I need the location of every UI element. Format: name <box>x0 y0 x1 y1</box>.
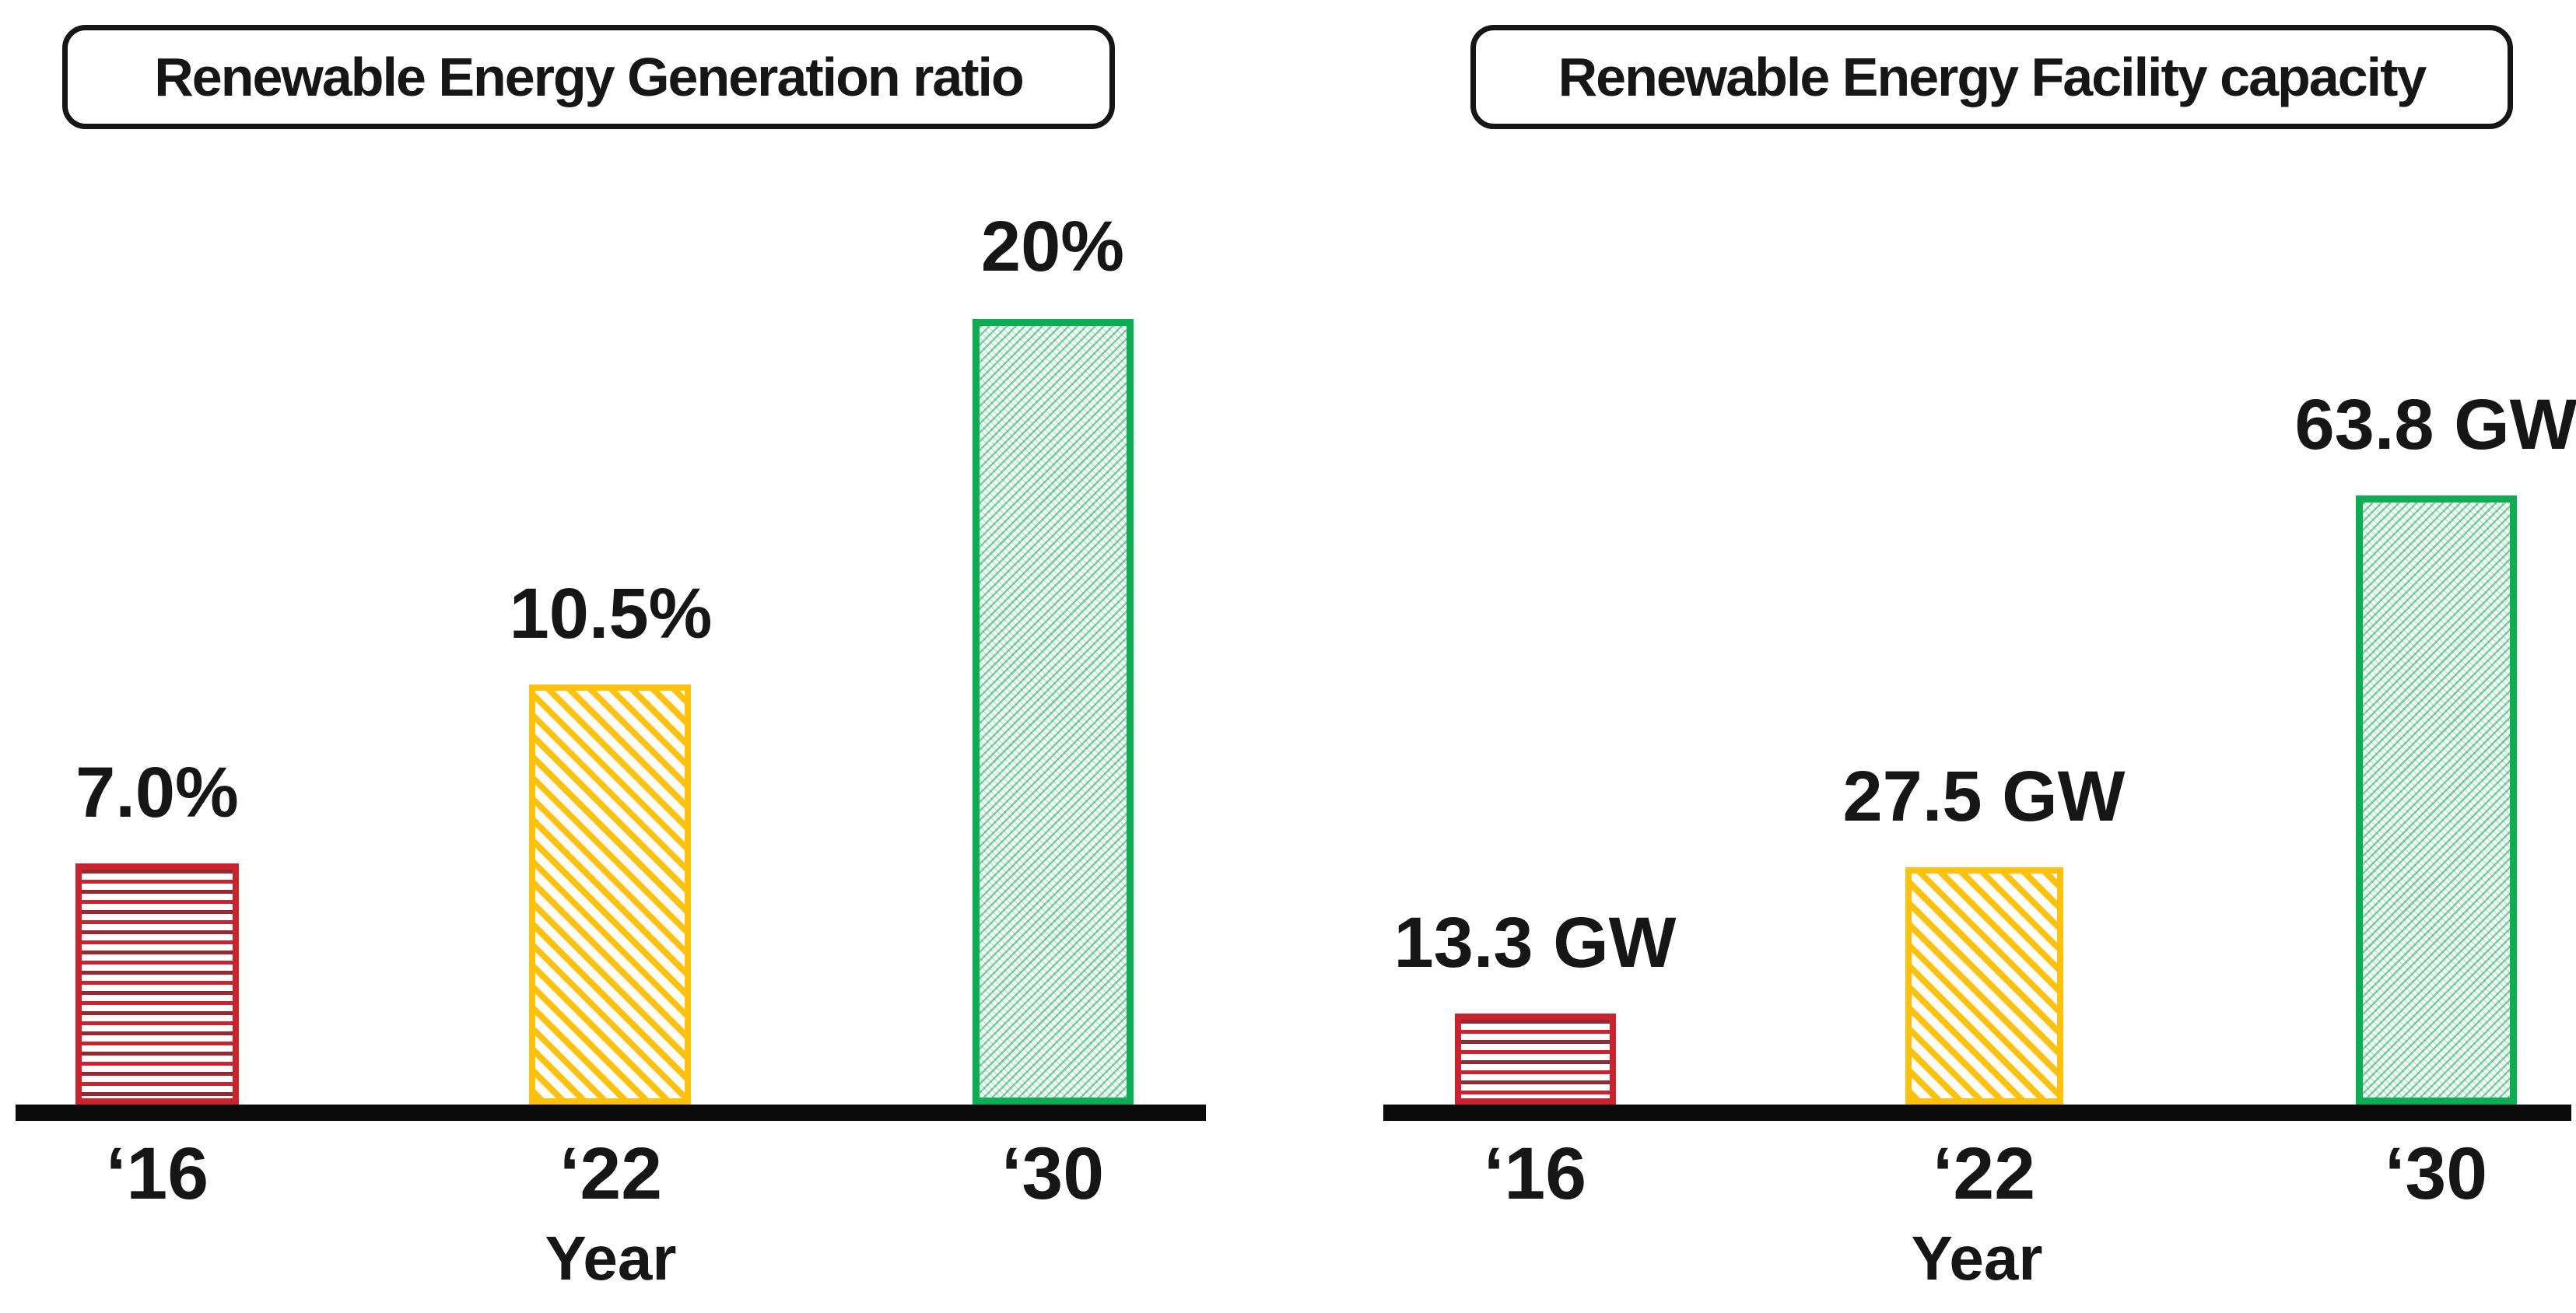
x-axis-title: Year <box>1911 1224 2043 1293</box>
x-tick-2030: ‘30 <box>1001 1133 1105 1215</box>
chart-title-box: Renewable Energy Generation ratio <box>62 25 1115 129</box>
bar-value-label-2016: 7.0% <box>75 753 239 832</box>
chart-title: Renewable Energy Generation ratio <box>154 47 1025 107</box>
bar-2030-green-hatched <box>973 319 1134 1105</box>
bar-2022-yellow-hatched <box>1905 867 2063 1105</box>
x-tick-2022: ‘22 <box>559 1133 663 1215</box>
x-axis-title: Year <box>545 1224 677 1293</box>
bar-value-label-2022: 10.5% <box>509 574 713 653</box>
bar-value-label-2016: 13.3 GW <box>1393 903 1677 982</box>
bar-value-label-2030: 20% <box>980 207 1125 286</box>
x-tick-2022: ‘22 <box>1932 1133 2036 1215</box>
x-axis-line <box>1383 1105 2571 1121</box>
bar-value-label-2022: 27.5 GW <box>1842 757 2126 836</box>
bar-2022-yellow-hatched <box>529 685 691 1105</box>
x-axis-line <box>16 1105 1206 1121</box>
chart-title: Renewable Energy Facility capacity <box>1558 47 2427 107</box>
x-tick-2030: ‘30 <box>2384 1133 2488 1215</box>
bar-2016-red-hatched <box>75 863 239 1105</box>
x-tick-2016: ‘16 <box>1483 1133 1587 1215</box>
x-tick-2016: ‘16 <box>105 1133 209 1215</box>
chart-title-box: Renewable Energy Facility capacity <box>1470 25 2513 129</box>
bar-2016-red-hatched <box>1455 1014 1616 1105</box>
bar-2030-green-hatched <box>2356 495 2517 1105</box>
bar-value-label-2030: 63.8 GW <box>2294 385 2576 464</box>
